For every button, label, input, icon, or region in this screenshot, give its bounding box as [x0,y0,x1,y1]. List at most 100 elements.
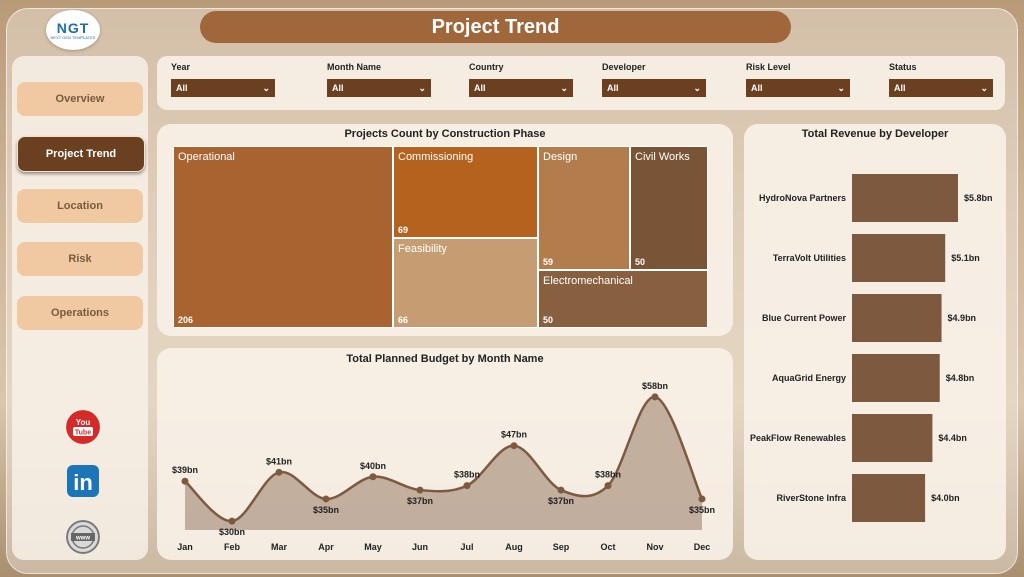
bar-category-label: PeakFlow Renewables [750,433,846,443]
month-tick-label: Nov [646,542,663,552]
budget-point[interactable] [416,486,424,494]
treemap-label: Feasibility [398,243,447,255]
filter-status: Status All ⌄ [889,62,993,97]
budget-point[interactable] [463,482,471,490]
budget-point[interactable] [510,442,518,450]
linkedin-icon[interactable]: in [66,464,100,498]
filter-developer: Developer All ⌄ [602,62,706,97]
budget-point[interactable] [651,393,659,401]
treemap-panel: Projects Count by Construction Phase Ope… [157,124,733,336]
status-dropdown[interactable]: All ⌄ [889,79,993,97]
month-tick-label: Aug [505,542,523,552]
chart-title: Projects Count by Construction Phase [344,128,546,140]
year-dropdown[interactable]: All ⌄ [171,79,275,97]
treemap-tile[interactable]: Operational 206 [173,146,393,328]
developer-dropdown[interactable]: All ⌄ [602,79,706,97]
treemap-tile[interactable]: Civil Works 50 [630,146,708,270]
filter-label: Developer [602,62,646,72]
treemap-value: 50 [635,257,646,267]
nav-location[interactable]: Location [17,189,143,223]
nav-operations[interactable]: Operations [17,296,143,330]
revenue-panel: Total Revenue by Developer HydroNova Par… [744,124,1006,560]
dropdown-value: All [607,83,619,93]
revenue-bar[interactable] [852,234,946,282]
treemap-value: 59 [543,257,554,267]
filter-label: Risk Level [746,62,791,72]
budget-point[interactable] [604,482,612,490]
budget-panel: Total Planned Budget by Month Name $39bn… [157,348,733,560]
budget-value-label: $37bn [548,496,574,506]
month-tick-label: Apr [318,542,334,552]
bar-value-label: $4.4bn [938,433,967,443]
logo-text: NGT [56,19,90,36]
month-tick-label: Sep [553,542,570,552]
country-dropdown[interactable]: All ⌄ [469,79,573,97]
revenue-bar[interactable] [852,354,940,402]
treemap-label: Commissioning [398,151,474,163]
dropdown-value: All [176,83,188,93]
month-tick-label: Oct [600,542,615,552]
budget-value-label: $30bn [219,527,245,537]
revenue-bar[interactable] [852,174,958,222]
chevron-down-icon: ⌄ [980,82,988,93]
budget-value-label: $40bn [360,461,386,471]
svg-text:in: in [73,470,93,495]
budget-point[interactable] [228,517,236,525]
bar-value-label: $5.8bn [964,193,993,203]
budget-value-label: $35bn [689,505,715,515]
bar-category-label: AquaGrid Energy [772,373,846,383]
revenue-bar[interactable] [852,414,933,462]
treemap-chart: Operational 206 Commissioning 69 Feasibility… [173,146,708,328]
nav-overview[interactable]: Overview [17,82,143,116]
dropdown-value: All [751,83,763,93]
treemap-label: Design [543,151,578,163]
budget-point[interactable] [369,473,377,481]
month-name-dropdown[interactable]: All ⌄ [327,79,431,97]
dropdown-value: All [474,83,486,93]
budget-value-label: $41bn [266,456,292,466]
month-tick-label: May [364,542,382,552]
chart-title: Total Planned Budget by Month Name [346,353,544,365]
web-icon[interactable]: www [66,520,100,554]
logo-subtext: NEXT GEN TEMPLATES [50,34,96,40]
nav-risk[interactable]: Risk [17,242,143,276]
chevron-down-icon: ⌄ [262,82,270,93]
dropdown-value: All [332,83,344,93]
budget-point[interactable] [698,495,706,503]
budget-point[interactable] [181,477,189,485]
svg-text:www: www [75,536,90,542]
filter-year: Year All ⌄ [171,62,275,97]
budget-value-label: $38bn [595,470,621,480]
bar-value-label: $5.1bn [951,253,980,263]
filter-country: Country All ⌄ [469,62,573,97]
treemap-tile[interactable]: Commissioning 69 [393,146,538,238]
revenue-bar[interactable] [852,474,926,522]
filter-month-name: Month Name All ⌄ [327,62,431,97]
sidebar: Overview Project Trend Location Risk Ope… [12,56,148,560]
treemap-tile[interactable]: Design 59 [538,146,630,270]
chevron-down-icon: ⌄ [837,82,845,93]
budget-line [184,395,704,523]
dropdown-value: All [894,83,906,93]
month-tick-label: Jul [460,542,473,552]
bar-category-label: TerraVolt Utilities [773,253,846,263]
revenue-bar[interactable] [852,294,942,342]
treemap-label: Electromechanical [543,275,633,287]
nav-project-trend[interactable]: Project Trend [17,136,145,172]
budget-point[interactable] [322,495,330,503]
budget-area-fill [185,396,702,530]
treemap-tile[interactable]: Electromechanical 50 [538,270,708,328]
month-tick-label: Mar [271,542,288,552]
budget-point[interactable] [275,468,283,476]
budget-value-label: $47bn [501,430,527,440]
treemap-value: 50 [543,315,554,325]
youtube-icon[interactable]: You Tube [66,410,100,444]
treemap-tile[interactable]: Feasibility 66 [393,238,538,328]
risk-level-dropdown[interactable]: All ⌄ [746,79,850,97]
budget-value-label: $58bn [642,381,668,391]
revenue-bar-chart: HydroNova Partners $5.8bn TerraVolt Utilit… [750,174,993,522]
chart-title: Total Revenue by Developer [801,128,949,140]
budget-point[interactable] [557,486,565,494]
month-tick-label: Jun [412,542,428,552]
bar-value-label: $4.9bn [948,313,977,323]
